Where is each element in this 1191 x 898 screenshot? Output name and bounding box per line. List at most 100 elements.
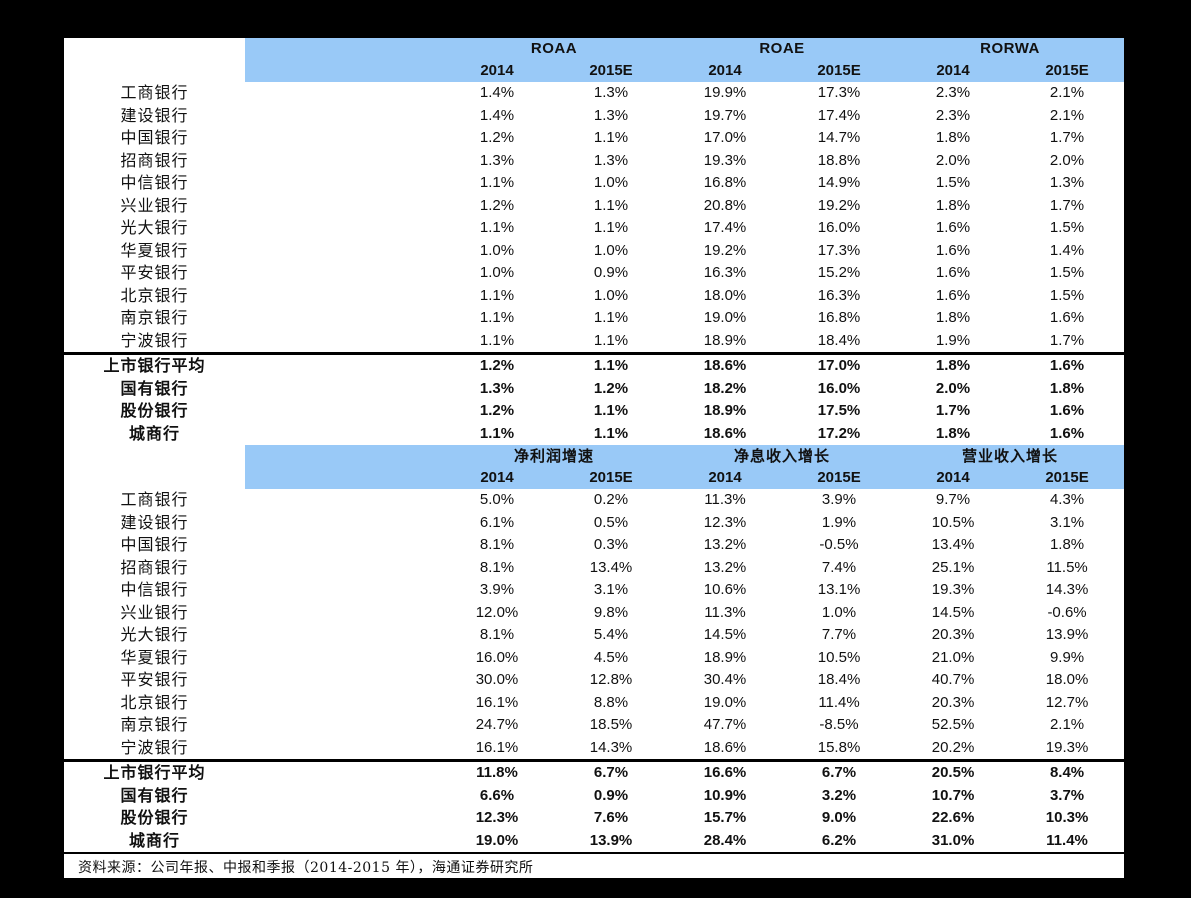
- bank-row: 兴业银行 12.0% 9.8% 11.3% 1.0% 14.5% -0.6%: [64, 602, 1124, 625]
- value-cell: 3.2%: [821, 786, 857, 804]
- value-cell: 1.9%: [821, 513, 857, 531]
- value-cell: 2.3%: [935, 84, 971, 101]
- header-spacer: [245, 38, 440, 60]
- value-cell: 3.1%: [1049, 513, 1085, 531]
- bank-name: 兴业银行: [120, 602, 189, 622]
- summary-label: 城商行: [128, 423, 180, 443]
- value-cell: 10.5%: [817, 648, 861, 666]
- value-cell: 13.1%: [817, 581, 861, 598]
- value-cell: 10.9%: [703, 786, 747, 804]
- value-cell: 2.3%: [935, 106, 971, 124]
- bank-name: 工商银行: [120, 490, 189, 509]
- bank-row: 北京银行 1.1% 1.0% 18.0% 16.3% 1.6% 1.5%: [64, 285, 1124, 308]
- row-spacer: [245, 285, 440, 308]
- row-spacer: [245, 423, 440, 446]
- summary-label: 城商行: [128, 830, 180, 850]
- year-header: 2015E: [554, 60, 669, 82]
- header-spacer: [245, 445, 440, 467]
- growth-table-body: 工商银行 5.0% 0.2% 11.3% 3.9% 9.7% 4.3% 建设银行 6.1% 0.5…: [64, 489, 1124, 852]
- value-cell: 1.5%: [1049, 264, 1085, 281]
- group-header-operating-income-growth: 营业收入增长: [896, 445, 1124, 467]
- value-cell: 10.6%: [703, 581, 747, 598]
- row-spacer: [245, 602, 440, 625]
- value-cell: 3.7%: [1049, 786, 1085, 804]
- value-cell: 15.7%: [703, 809, 747, 826]
- value-cell: 1.3%: [1049, 174, 1085, 191]
- value-cell: 7.7%: [821, 626, 857, 643]
- summary-label: 股份银行: [120, 401, 189, 420]
- bank-row: 平安银行 1.0% 0.9% 16.3% 15.2% 1.6% 1.5%: [64, 262, 1124, 285]
- value-cell: 1.1%: [593, 331, 629, 349]
- row-spacer: [245, 737, 440, 761]
- row-spacer: [245, 557, 440, 580]
- bank-row: 工商银行 1.4% 1.3% 19.9% 17.3% 2.3% 2.1%: [64, 82, 1124, 105]
- summary-label: 国有银行: [120, 785, 189, 805]
- value-cell: 13.2%: [703, 536, 747, 553]
- value-cell: 1.7%: [1049, 129, 1085, 146]
- row-spacer: [245, 400, 440, 423]
- value-cell: 1.3%: [593, 151, 629, 169]
- value-cell: 9.0%: [821, 809, 857, 826]
- bank-row: 中信银行 1.1% 1.0% 16.8% 14.9% 1.5% 1.3%: [64, 172, 1124, 195]
- bank-name: 北京银行: [120, 692, 189, 712]
- label-column-header: [64, 38, 245, 60]
- summary-label: 股份银行: [120, 808, 189, 827]
- group-header-row: ROAA ROAE RORWA: [64, 38, 1124, 60]
- value-cell: 1.0%: [479, 264, 515, 281]
- row-spacer: [245, 579, 440, 602]
- value-cell: 11.8%: [440, 759, 554, 785]
- value-cell: 0.3%: [593, 536, 629, 553]
- value-cell: 7.6%: [593, 809, 629, 826]
- value-cell: 20.3%: [931, 626, 975, 643]
- header-spacer: [245, 60, 440, 82]
- value-cell: 1.1%: [479, 219, 515, 236]
- value-cell: 14.9%: [817, 174, 861, 191]
- value-cell: 1.3%: [593, 106, 629, 124]
- value-cell: 17.0%: [782, 352, 897, 378]
- label-column-header: [64, 445, 245, 467]
- value-cell: 19.2%: [817, 196, 861, 214]
- group-header-roaa: ROAA: [440, 38, 669, 60]
- value-cell: 1.4%: [479, 106, 515, 124]
- value-cell: 16.8%: [703, 174, 747, 191]
- value-cell: 6.7%: [782, 759, 897, 785]
- value-cell: -0.5%: [819, 536, 859, 553]
- returns-table: ROAA ROAE RORWA 2014 2015E 2014 2015E 20…: [64, 38, 1124, 445]
- value-cell: 16.1%: [475, 738, 519, 756]
- value-cell: 28.4%: [703, 831, 747, 849]
- value-cell: 14.3%: [589, 738, 633, 756]
- row-spacer: [245, 195, 440, 218]
- value-cell: 1.2%: [593, 379, 629, 397]
- value-cell: 10.3%: [1045, 809, 1089, 826]
- bank-row: 南京银行 24.7% 18.5% 47.7% -8.5% 52.5% 2.1%: [64, 714, 1124, 737]
- value-cell: 19.9%: [703, 84, 747, 101]
- value-cell: 1.1%: [593, 196, 629, 214]
- value-cell: 1.0%: [479, 241, 515, 259]
- bank-name: 中国银行: [120, 128, 189, 147]
- value-cell: 1.8%: [935, 424, 971, 442]
- value-cell: 17.3%: [817, 241, 861, 259]
- value-cell: 10.7%: [931, 786, 975, 804]
- value-cell: 1.2%: [479, 402, 515, 419]
- value-cell: 9.7%: [935, 491, 971, 508]
- value-cell: 1.2%: [479, 196, 515, 214]
- value-cell: 6.1%: [479, 513, 515, 531]
- value-cell: 0.5%: [593, 513, 629, 531]
- value-cell: 1.6%: [935, 219, 971, 236]
- value-cell: 14.7%: [817, 129, 861, 146]
- value-cell: 3.1%: [593, 581, 629, 598]
- value-cell: 18.6%: [703, 424, 747, 442]
- value-cell: 1.6%: [1049, 309, 1085, 326]
- value-cell: 1.1%: [479, 424, 515, 442]
- report-table-panel: ROAA ROAE RORWA 2014 2015E 2014 2015E 20…: [64, 38, 1124, 878]
- row-spacer: [245, 240, 440, 263]
- bank-name: 华夏银行: [120, 240, 189, 260]
- value-cell: 17.4%: [703, 219, 747, 236]
- source-note: 资料来源：公司年报、中报和季报（2014-2015 年），海通证券研究所: [64, 852, 1124, 877]
- row-spacer: [245, 807, 440, 830]
- summary-row: 股份银行 1.2% 1.1% 18.9% 17.5% 1.7% 1.6%: [64, 400, 1124, 423]
- value-cell: 1.6%: [935, 241, 971, 259]
- value-cell: 11.4%: [1046, 831, 1088, 849]
- summary-label: 国有银行: [120, 378, 189, 398]
- value-cell: 2.0%: [935, 151, 971, 169]
